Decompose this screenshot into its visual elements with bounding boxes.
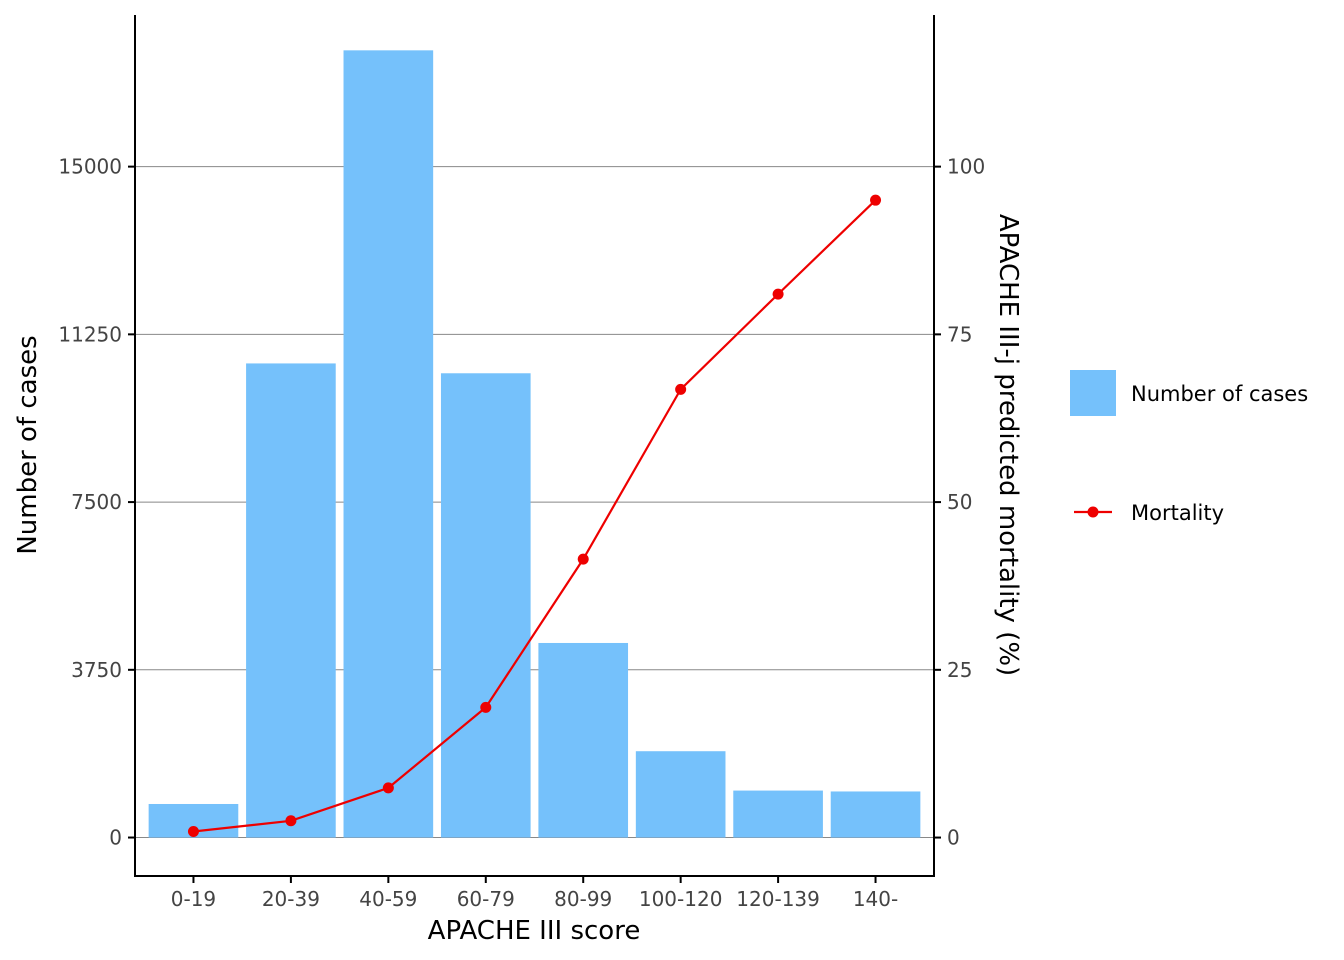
x-tick-label: 20-39 bbox=[262, 887, 320, 911]
bar-series-number-of-cases bbox=[148, 50, 921, 838]
mortality-point-100-120 bbox=[675, 383, 687, 395]
bar-60-79 bbox=[440, 373, 531, 838]
bar-40-59 bbox=[343, 50, 434, 838]
y-left-tick-label: 15000 bbox=[58, 155, 122, 179]
y-left-tick-label: 0 bbox=[109, 826, 122, 850]
mortality-point-140- bbox=[870, 194, 882, 206]
y-right-tick-label: 50 bbox=[947, 490, 972, 514]
bar-100-120 bbox=[635, 751, 726, 838]
x-tick-label: 40-59 bbox=[359, 887, 417, 911]
y-right-tick-label: 75 bbox=[947, 322, 972, 346]
y-right-tick-label: 100 bbox=[947, 155, 985, 179]
y-left-tick-label: 11250 bbox=[58, 322, 122, 346]
y-right-tick-label: 0 bbox=[947, 826, 960, 850]
y-axis-left-title: Number of cases bbox=[13, 335, 43, 554]
y-right-tick-label: 25 bbox=[947, 658, 972, 682]
y-axis-right-title: APACHE III-j predicted mortality (%) bbox=[993, 214, 1023, 676]
legend-label-number-of-cases: Number of cases bbox=[1131, 382, 1308, 406]
bar-140- bbox=[830, 791, 921, 838]
mortality-point-60-79 bbox=[480, 701, 492, 713]
mortality-point-80-99 bbox=[577, 553, 589, 565]
x-tick-label: 80-99 bbox=[554, 887, 612, 911]
x-tick-label: 120-139 bbox=[736, 887, 820, 911]
legend: Number of cases Mortality bbox=[1070, 370, 1308, 525]
bar-120-139 bbox=[733, 790, 823, 838]
line-series-mortality bbox=[187, 194, 882, 838]
bar-20-39 bbox=[246, 363, 336, 838]
x-tick-label: 0-19 bbox=[171, 887, 216, 911]
x-tick-label: 60-79 bbox=[457, 887, 515, 911]
mortality-point-120-139 bbox=[772, 288, 784, 300]
y-left-tick-label: 3750 bbox=[71, 658, 122, 682]
y-left-tick-label: 7500 bbox=[71, 490, 122, 514]
axes bbox=[134, 15, 935, 877]
x-tick-label: 140- bbox=[853, 887, 898, 911]
bar-80-99 bbox=[538, 642, 629, 838]
x-tick-label: 100-120 bbox=[639, 887, 723, 911]
mortality-point-40-59 bbox=[382, 782, 394, 794]
mortality-line bbox=[193, 199, 877, 833]
mortality-point-0-19 bbox=[187, 826, 199, 838]
legend-label-mortality: Mortality bbox=[1131, 501, 1224, 525]
mortality-point-20-39 bbox=[285, 815, 297, 827]
legend-swatch-number-of-cases bbox=[1070, 370, 1116, 416]
ticks: 0 3750 7500 11250 15000 0 25 50 75 100 0-19 20-39 40… bbox=[58, 155, 985, 911]
legend-swatch-mortality-point bbox=[1087, 506, 1099, 518]
x-axis-title: APACHE III score bbox=[428, 916, 641, 946]
